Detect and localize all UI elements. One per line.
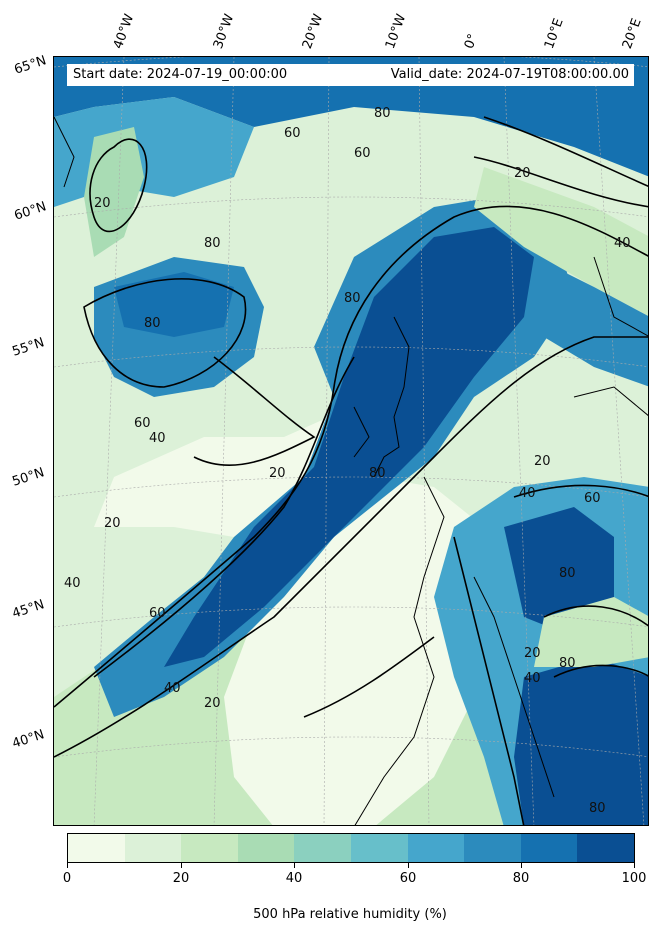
colorbar-tick (521, 863, 522, 868)
colorbar-tick-label: 60 (399, 871, 417, 886)
wet-region-north (54, 57, 648, 177)
contour-label: 80 (204, 236, 221, 251)
colorbar-segment (237, 834, 295, 862)
colorbar-segment (407, 834, 465, 862)
longitude-label: 20°E (619, 16, 645, 51)
colorbar-segment (181, 834, 238, 862)
contour-label: 60 (354, 146, 371, 161)
wet-core-se2 (514, 657, 648, 825)
longitude-label: 10°W (382, 12, 410, 51)
longitude-label: 40°W (110, 12, 138, 51)
longitude-label: 10°E (541, 16, 567, 51)
contour-label: 20 (104, 516, 121, 531)
contour-label: 80 (559, 566, 576, 581)
contour-label: 80 (369, 466, 386, 481)
contour-label: 20 (524, 646, 541, 661)
latitude-label: 40°N (10, 727, 47, 752)
dry-band-ne (474, 167, 648, 316)
dry-patch-se (534, 597, 648, 667)
colorbar-segment (124, 834, 182, 862)
colorbar-segment (68, 834, 125, 862)
colorbar (67, 833, 635, 863)
contour-label: 80 (344, 291, 361, 306)
latitude-label: 50°N (10, 465, 47, 490)
contour-label: 60 (584, 491, 601, 506)
contour-label: 60 (284, 126, 301, 141)
colorbar-segment (350, 834, 408, 862)
contour-label: 80 (589, 801, 606, 816)
colorbar-tick-label: 20 (172, 871, 190, 886)
longitude-label: 30°W (210, 12, 238, 51)
latitude-label: 60°N (12, 199, 49, 224)
contour-label: 80 (374, 106, 391, 121)
contour-label: 20 (534, 454, 551, 469)
coastlines (54, 116, 648, 825)
colorbar-tick-label: 100 (621, 871, 647, 886)
colorbar-tick-label: 0 (62, 871, 72, 886)
longitude-label: 20°W (299, 12, 327, 51)
contour-label: 40 (524, 671, 541, 686)
moist-band-ne (534, 257, 648, 387)
contour-label: 80 (144, 316, 161, 331)
colorbar-tick (181, 863, 182, 868)
colorbar-tick (634, 863, 635, 868)
contour-label: 60 (134, 416, 151, 431)
colorbar-segment (464, 834, 521, 862)
graticule (54, 57, 648, 825)
latitude-label: 45°N (10, 597, 47, 622)
longitude-label: 0° (461, 31, 482, 51)
start-date-label: Start date: 2024-07-19_00:00:00 (73, 67, 288, 82)
colorbar-segment (577, 834, 634, 862)
colorbar-segment (520, 834, 578, 862)
valid-date-label: Valid_date: 2024-07-19T08:00:00.00 (390, 67, 629, 82)
latitude-label: 55°N (10, 335, 47, 360)
colorbar-tick-label: 80 (512, 871, 530, 886)
moist-core-west (114, 272, 234, 337)
colorbar-segment (294, 834, 351, 862)
contour-label: 40 (164, 681, 181, 696)
contour-label: 40 (149, 431, 166, 446)
contour-label: 20 (514, 166, 531, 181)
colorbar-title: 500 hPa relative humidity (%) (253, 907, 447, 922)
contour-label: 20 (204, 696, 221, 711)
contour-label: 20 (94, 196, 111, 211)
colorbar-tick (408, 863, 409, 868)
colorbar-tick (294, 863, 295, 868)
map-panel: 20 20 20 20 20 20 20 40 40 40 40 40 40 6… (53, 56, 649, 826)
colorbar-tick (67, 863, 68, 868)
contour-label: 20 (269, 466, 286, 481)
date-header: Start date: 2024-07-19_00:00:00 Valid_da… (67, 64, 634, 86)
contour-label-group: 20 20 20 20 20 20 20 40 40 40 40 40 40 6… (64, 106, 631, 816)
latitude-label: 65°N (12, 53, 49, 78)
wet-core-central (164, 227, 534, 667)
contour-label: 40 (519, 486, 536, 501)
wet-core-se1 (504, 507, 614, 637)
contour-label: 40 (614, 236, 631, 251)
contour-lines (54, 116, 648, 825)
humidity-map: 20 20 20 20 20 20 20 40 40 40 40 40 40 6… (54, 57, 648, 825)
contour-label: 40 (64, 576, 81, 591)
colorbar-tick-label: 40 (285, 871, 303, 886)
contour-label: 80 (559, 656, 576, 671)
contour-label: 60 (149, 606, 166, 621)
